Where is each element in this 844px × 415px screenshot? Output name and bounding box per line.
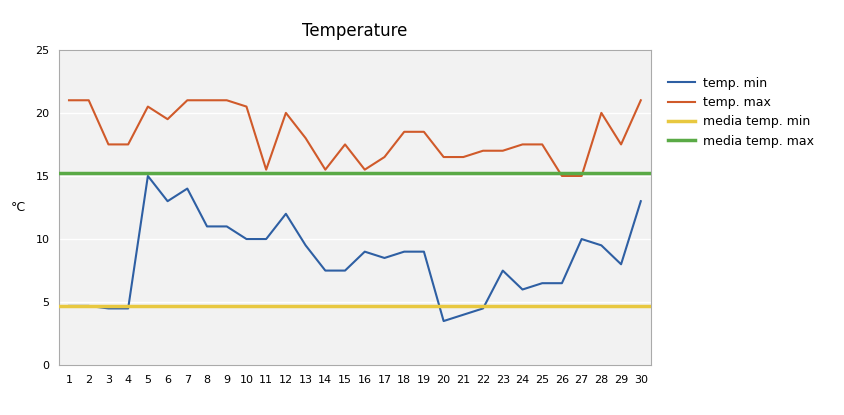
temp. max <box>221 98 231 103</box>
temp. min <box>576 237 586 242</box>
temp. max <box>379 154 389 159</box>
media temp. min <box>64 303 74 308</box>
temp. min <box>221 224 231 229</box>
temp. max <box>300 136 311 141</box>
temp. max <box>556 173 566 178</box>
temp. min <box>162 199 172 204</box>
temp. max <box>162 117 172 122</box>
Y-axis label: °C: °C <box>11 201 26 214</box>
temp. min <box>241 237 252 242</box>
temp. min <box>202 224 212 229</box>
temp. max <box>457 154 468 159</box>
temp. max <box>596 110 606 115</box>
temp. max <box>320 167 330 172</box>
temp. min <box>419 249 429 254</box>
temp. max <box>103 142 113 147</box>
temp. max <box>615 142 625 147</box>
temp. min <box>379 256 389 261</box>
temp. min <box>556 281 566 286</box>
Legend: temp. min, temp. max, media temp. min, media temp. max: temp. min, temp. max, media temp. min, m… <box>662 72 818 153</box>
temp. min <box>123 306 133 311</box>
temp. max <box>123 142 133 147</box>
temp. max <box>419 129 429 134</box>
temp. min <box>280 211 290 216</box>
temp. max <box>478 148 488 153</box>
temp. min <box>438 319 448 324</box>
Line: temp. max: temp. max <box>69 100 640 176</box>
temp. min <box>596 243 606 248</box>
temp. max <box>64 98 74 103</box>
temp. max <box>537 142 547 147</box>
temp. min <box>103 306 113 311</box>
temp. min <box>497 268 507 273</box>
media temp. min <box>44 303 54 308</box>
temp. max <box>280 110 290 115</box>
media temp. max <box>44 171 54 176</box>
temp. max <box>360 167 370 172</box>
temp. max <box>241 104 252 109</box>
temp. min <box>457 312 468 317</box>
temp. max <box>438 154 448 159</box>
temp. min <box>261 237 271 242</box>
temp. min <box>143 173 153 178</box>
temp. max <box>576 173 586 178</box>
temp. min <box>360 249 370 254</box>
temp. min <box>517 287 527 292</box>
temp. max <box>202 98 212 103</box>
temp. min <box>478 306 488 311</box>
temp. max <box>339 142 349 147</box>
temp. min <box>84 303 94 308</box>
temp. min <box>339 268 349 273</box>
Title: Temperature: Temperature <box>302 22 407 40</box>
temp. max <box>398 129 408 134</box>
temp. max <box>182 98 192 103</box>
temp. min <box>182 186 192 191</box>
temp. min <box>615 262 625 267</box>
temp. min <box>64 303 74 308</box>
temp. min <box>635 199 645 204</box>
temp. max <box>635 98 645 103</box>
temp. min <box>300 243 311 248</box>
media temp. max <box>64 171 74 176</box>
temp. min <box>398 249 408 254</box>
temp. max <box>497 148 507 153</box>
Line: temp. min: temp. min <box>69 176 640 321</box>
temp. max <box>517 142 527 147</box>
temp. min <box>320 268 330 273</box>
temp. max <box>261 167 271 172</box>
temp. max <box>84 98 94 103</box>
temp. min <box>537 281 547 286</box>
temp. max <box>143 104 153 109</box>
